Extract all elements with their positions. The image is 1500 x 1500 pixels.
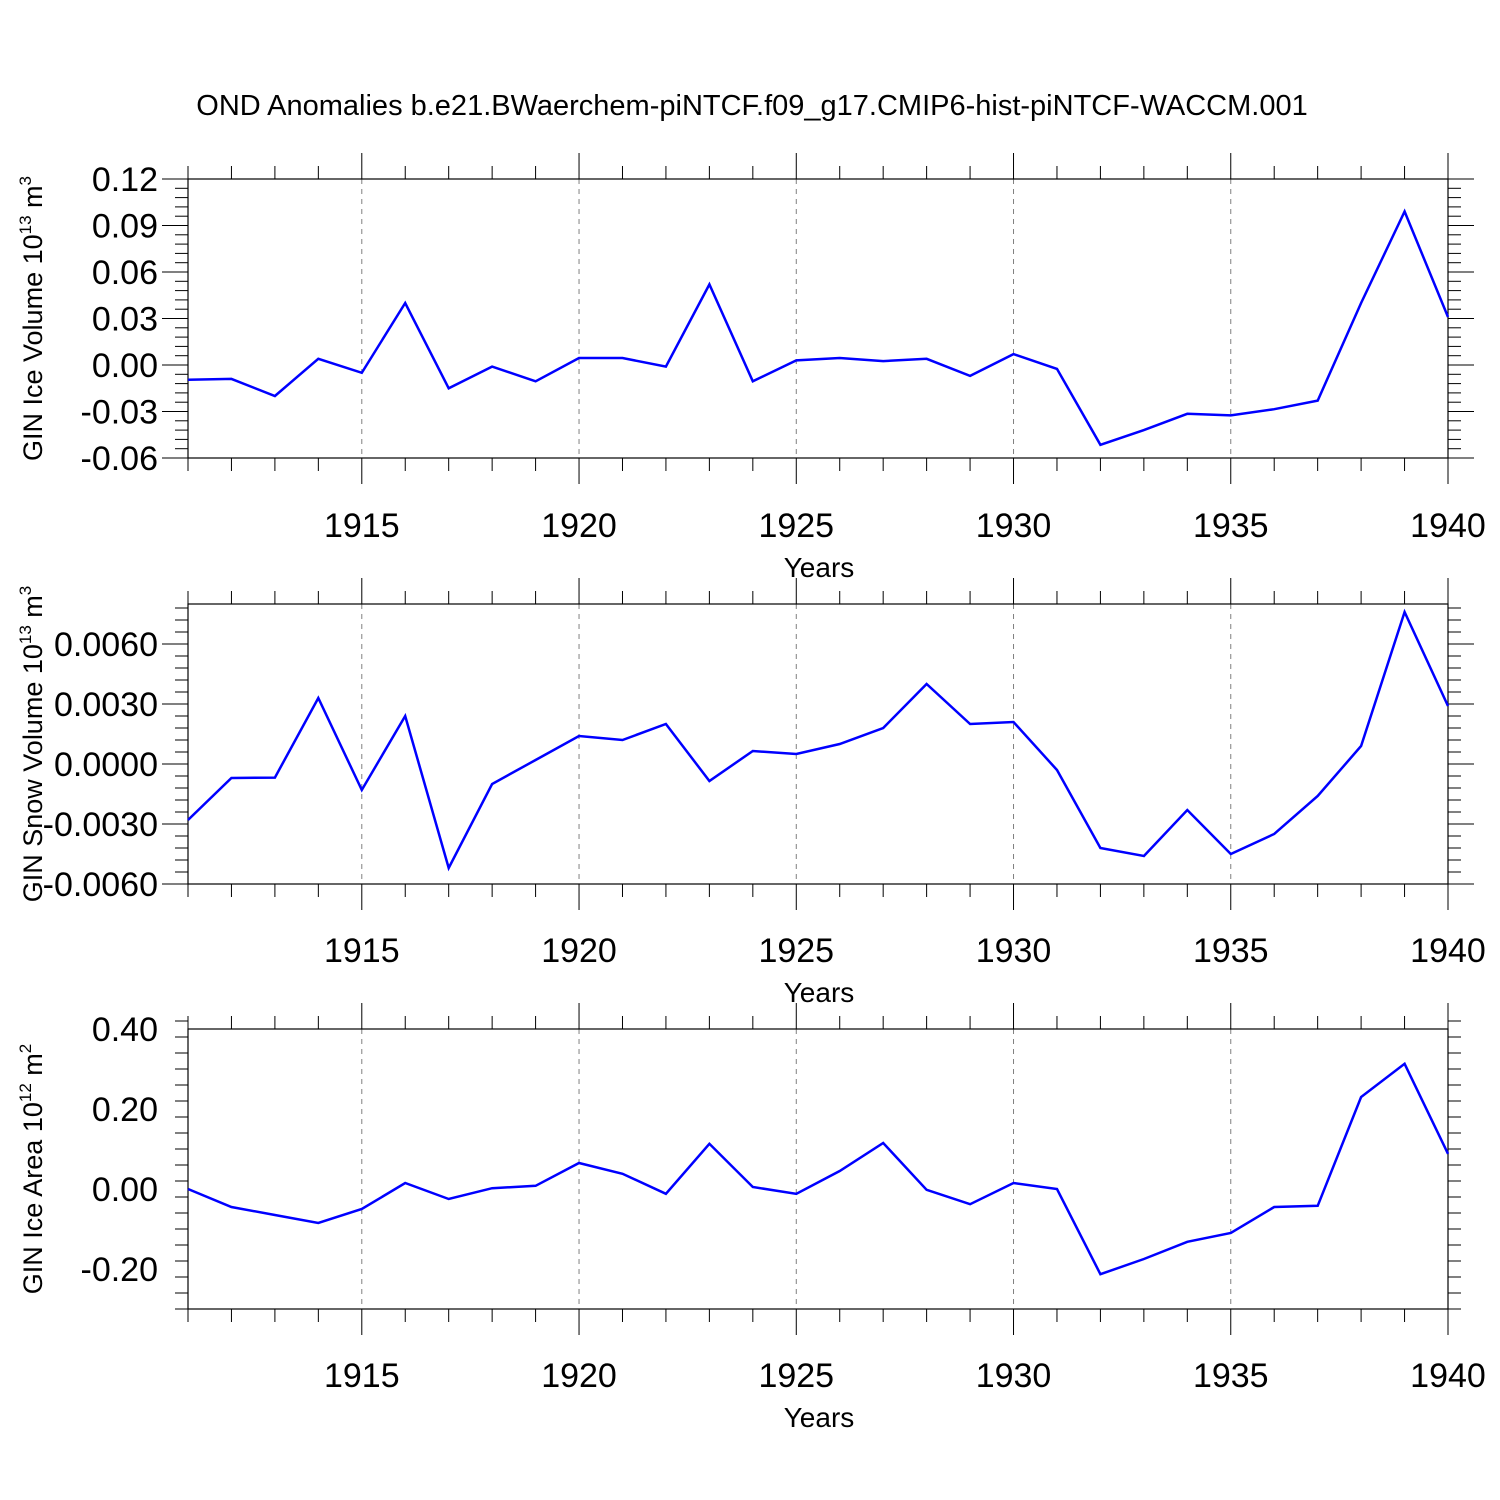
x-tick-label: 1920 [541,932,617,970]
x-tick-label: 1925 [758,1357,834,1395]
y-tick-label: -0.03 [81,394,159,432]
y-axis-label: GIN Snow Volume 1013 m3 [16,586,48,903]
y-tick-label: 0.0060 [54,626,158,664]
y-tick-label: 0.0030 [54,686,158,724]
y-axis-label-superscript: 3 [16,586,35,595]
x-tick-label: 1940 [1410,507,1486,545]
y-tick-label: 0.03 [92,301,158,339]
x-axis-label: Years [784,552,855,583]
y-axis-label-superscript: 3 [16,176,35,185]
plot-frame [187,1028,1449,1310]
y-tick-label: 0.0000 [54,746,158,784]
x-tick-label: 1930 [976,1357,1052,1395]
x-tick-label: 1925 [758,932,834,970]
y-axis-label-superscript: 2 [16,1044,35,1053]
y-axis-label-superscript: 13 [16,215,35,234]
panel-2: -0.0060 -0.0030 0.0000 0.0030 0.0060 1915 1920… [16,578,1486,1008]
x-axis-label: Years [784,977,855,1008]
x-axis-label: Years [784,1402,855,1433]
y-axis-label-text: m [18,185,48,215]
y-tick-label: -0.06 [81,440,159,478]
figure-title: OND Anomalies b.e21.BWaerchem-piNTCF.f09… [196,90,1307,122]
panels: -0.06 -0.03 0.00 0.03 0.06 0.09 0.12 1915 1920 19… [16,153,1486,1433]
y-tick-label: 0.09 [92,208,158,246]
y-tick-label: 0.00 [92,1171,158,1209]
y-tick-label: 0.12 [92,161,158,199]
y-axis-label-text: GIN Ice Volume 10 [18,234,48,461]
y-axis-label-text: GIN Ice Area 10 [18,1102,48,1294]
y-axis-label-text: m [18,595,48,625]
plot-frame [187,603,1449,885]
x-tick-label: 1935 [1193,932,1269,970]
series-line [187,208,1450,447]
y-tick-label: -0.20 [81,1251,159,1289]
y-tick-label: 0.00 [92,347,158,385]
panel-1: -0.06 -0.03 0.00 0.03 0.06 0.09 0.12 1915 1920 19… [16,153,1486,583]
x-tick-label: 1940 [1410,932,1486,970]
x-tick-label: 1935 [1193,1357,1269,1395]
y-axis-label-text: m [18,1053,48,1083]
panel-3: -0.20 0.00 0.20 0.40 1915 1920 1925 1930 1935 194… [16,1003,1486,1433]
y-axis-label: GIN Ice Volume 1013 m3 [16,176,48,461]
x-tick-label: 1915 [324,1357,400,1395]
y-tick-label: 0.06 [92,254,158,292]
y-axis-label: GIN Ice Area 1012 m2 [16,1044,48,1295]
series-line [187,1061,1450,1276]
x-tick-label: 1940 [1410,1357,1486,1395]
y-axis-label-superscript: 13 [16,625,35,644]
series-line [187,608,1450,872]
x-tick-label: 1930 [976,507,1052,545]
y-tick-label: 0.40 [92,1011,158,1049]
x-tick-label: 1920 [541,507,617,545]
y-axis-label-text: GIN Snow Volume 10 [18,644,48,902]
x-tick-label: 1930 [976,932,1052,970]
x-tick-label: 1935 [1193,507,1269,545]
x-tick-label: 1915 [324,932,400,970]
y-tick-label: 0.20 [92,1091,158,1129]
x-tick-label: 1915 [324,507,400,545]
x-tick-label: 1920 [541,1357,617,1395]
y-tick-label: -0.0030 [43,806,158,844]
y-tick-label: -0.0060 [43,866,158,904]
y-axis-label-superscript: 12 [16,1083,35,1102]
x-tick-label: 1925 [758,507,834,545]
